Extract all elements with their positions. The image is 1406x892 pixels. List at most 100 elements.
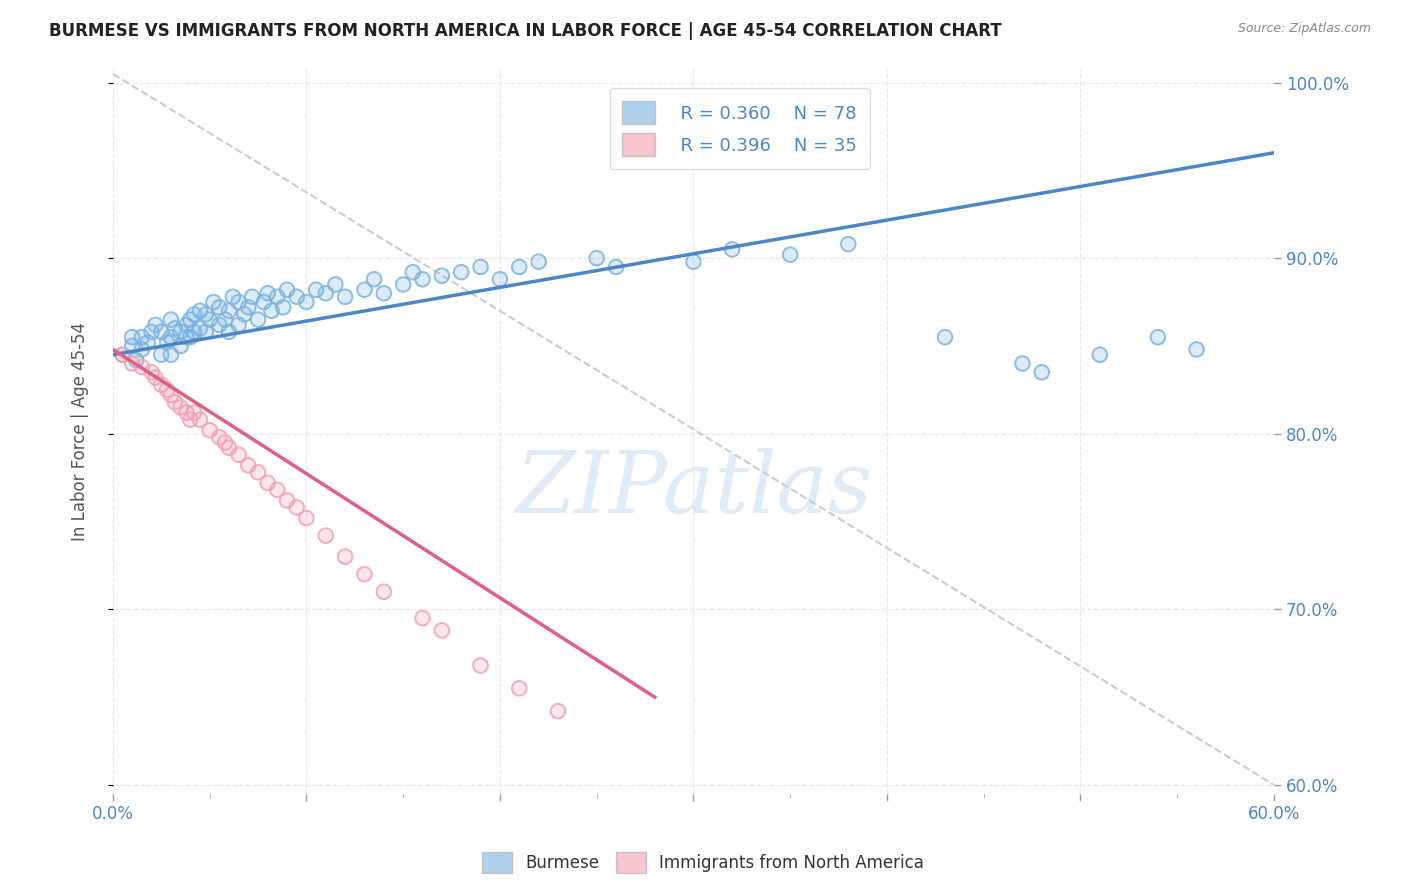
Point [585, 251, 607, 265]
Point [238, 458, 260, 473]
Point [470, 260, 492, 274]
Point [169, 401, 191, 415]
Point [276, 493, 298, 508]
Point [1011, 357, 1033, 371]
Point [333, 549, 356, 564]
Point [169, 401, 191, 415]
Point [238, 301, 260, 315]
Point [179, 330, 201, 344]
Point [136, 335, 159, 350]
Point [183, 406, 205, 420]
Point [605, 260, 627, 274]
Point [305, 283, 328, 297]
Point [363, 272, 385, 286]
Point [373, 286, 395, 301]
Point [285, 290, 308, 304]
Point [266, 290, 288, 304]
Point [145, 370, 167, 384]
Point [141, 365, 163, 379]
Point [145, 318, 167, 332]
Point [233, 307, 256, 321]
Point [163, 395, 186, 409]
Point [837, 237, 859, 252]
Point [508, 260, 530, 274]
Point [141, 325, 163, 339]
Point [392, 277, 415, 292]
Point [285, 500, 308, 515]
Point [169, 339, 191, 353]
Point [411, 611, 433, 625]
Point [246, 466, 269, 480]
Point [125, 353, 148, 368]
Point [246, 312, 269, 326]
Point [228, 448, 250, 462]
Legend: Burmese, Immigrants from North America: Burmese, Immigrants from North America [475, 846, 931, 880]
Point [160, 312, 183, 326]
Point [1088, 348, 1111, 362]
Point [228, 448, 250, 462]
Point [450, 265, 472, 279]
Point [218, 325, 240, 339]
Point [1031, 365, 1053, 379]
Point [934, 330, 956, 344]
Point [508, 681, 530, 696]
Point [1185, 343, 1208, 357]
Point [121, 330, 143, 344]
Point [585, 251, 607, 265]
Point [179, 412, 201, 426]
Point [208, 430, 231, 444]
Point [163, 395, 186, 409]
Point [160, 330, 183, 344]
Point [253, 295, 276, 310]
Point [121, 339, 143, 353]
Point [271, 301, 294, 315]
Point [315, 528, 337, 542]
Point [183, 307, 205, 321]
Point [605, 260, 627, 274]
Point [276, 283, 298, 297]
Point [285, 290, 308, 304]
Point [208, 301, 231, 315]
Point [111, 348, 134, 362]
Y-axis label: In Labor Force | Age 45-54: In Labor Force | Age 45-54 [72, 322, 89, 541]
Point [121, 357, 143, 371]
Point [176, 330, 198, 344]
Point [315, 528, 337, 542]
Point [121, 330, 143, 344]
Point [218, 303, 240, 318]
Point [779, 247, 801, 261]
Point [145, 318, 167, 332]
Point [163, 321, 186, 335]
Point [353, 283, 375, 297]
Point [411, 611, 433, 625]
Point [315, 286, 337, 301]
Point [266, 483, 288, 497]
Point [183, 307, 205, 321]
Point [402, 265, 425, 279]
Point [373, 286, 395, 301]
Point [547, 704, 569, 718]
Point [353, 283, 375, 297]
Point [1185, 343, 1208, 357]
Point [240, 290, 263, 304]
Point [266, 290, 288, 304]
Point [131, 359, 153, 374]
Point [131, 330, 153, 344]
Point [150, 377, 173, 392]
Point [253, 295, 276, 310]
Point [188, 303, 211, 318]
Point [228, 295, 250, 310]
Point [208, 318, 231, 332]
Point [194, 307, 217, 321]
Point [218, 441, 240, 455]
Point [508, 260, 530, 274]
Point [934, 330, 956, 344]
Point [111, 348, 134, 362]
Point [1147, 330, 1170, 344]
Point [194, 307, 217, 321]
Point [430, 624, 453, 638]
Point [470, 658, 492, 673]
Text: ZIPatlas: ZIPatlas [515, 448, 872, 531]
Point [238, 458, 260, 473]
Point [276, 493, 298, 508]
